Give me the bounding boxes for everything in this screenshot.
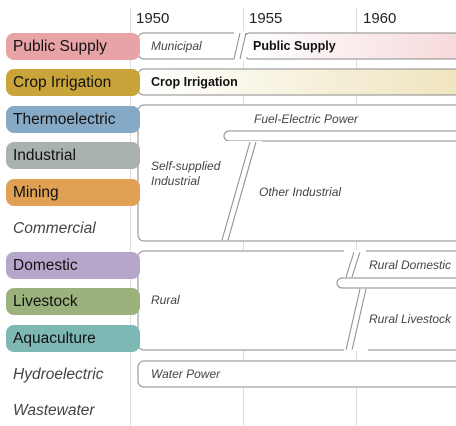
public-supply-split-line-a xyxy=(233,32,241,60)
rural-split-line-top-b xyxy=(351,251,361,278)
category-industrial: Industrial xyxy=(6,142,140,169)
rural-split-line-top-a xyxy=(345,251,355,278)
box-label-self-supplied-industrial: Self-supplied Industrial xyxy=(151,159,220,189)
category-mining: Mining xyxy=(6,179,140,206)
box-label-rural: Rural xyxy=(151,293,180,307)
box-label-rural-livestock: Rural Livestock xyxy=(369,312,452,326)
category-thermoelectric: Thermoelectric xyxy=(6,106,140,133)
rural-inner-divider xyxy=(336,277,456,289)
public-supply-split-gap xyxy=(234,31,246,61)
industrial-split-line-b xyxy=(227,141,257,241)
category-crop-irrigation: Crop Irrigation xyxy=(6,69,140,96)
box-label-rural-domestic: Rural Domestic xyxy=(369,258,452,272)
fuel-electric-inner-box xyxy=(223,130,456,142)
category-aquaculture: Aquaculture xyxy=(6,325,140,352)
public-supply-split-line-b xyxy=(239,32,247,60)
year-tick-1950 xyxy=(130,8,131,426)
industrial-split-line-a xyxy=(221,141,251,241)
box-label-other-industrial: Other Industrial xyxy=(259,185,342,199)
rural-split-gap-top xyxy=(344,250,366,277)
category-public-supply: Public Supply xyxy=(6,33,140,60)
category-commercial: Commercial xyxy=(13,220,96,237)
year-label-1960: 1960 xyxy=(363,10,397,27)
box-label-municipal: Municipal xyxy=(151,39,202,53)
category-hydroelectric: Hydroelectric xyxy=(13,366,104,383)
box-label-water-power: Water Power xyxy=(151,367,221,381)
box-label-self-supplied-line2: Industrial xyxy=(151,174,200,188)
year-label-1955: 1955 xyxy=(249,10,283,27)
category-wastewater: Wastewater xyxy=(13,402,95,419)
box-label-fuel-electric-power: Fuel-Electric Power xyxy=(254,112,359,126)
category-domestic: Domestic xyxy=(6,252,140,279)
year-label-1950: 1950 xyxy=(136,10,170,27)
box-label-self-supplied-line1: Self-supplied xyxy=(151,159,221,173)
water-power-box xyxy=(137,360,456,388)
box-label-crop-irrigation: Crop Irrigation xyxy=(151,75,238,89)
rural-split-line-bottom-b xyxy=(351,288,367,351)
rural-split-line-bottom-a xyxy=(345,288,361,351)
box-label-public-supply: Public Supply xyxy=(253,39,336,53)
category-livestock: Livestock xyxy=(6,288,140,315)
